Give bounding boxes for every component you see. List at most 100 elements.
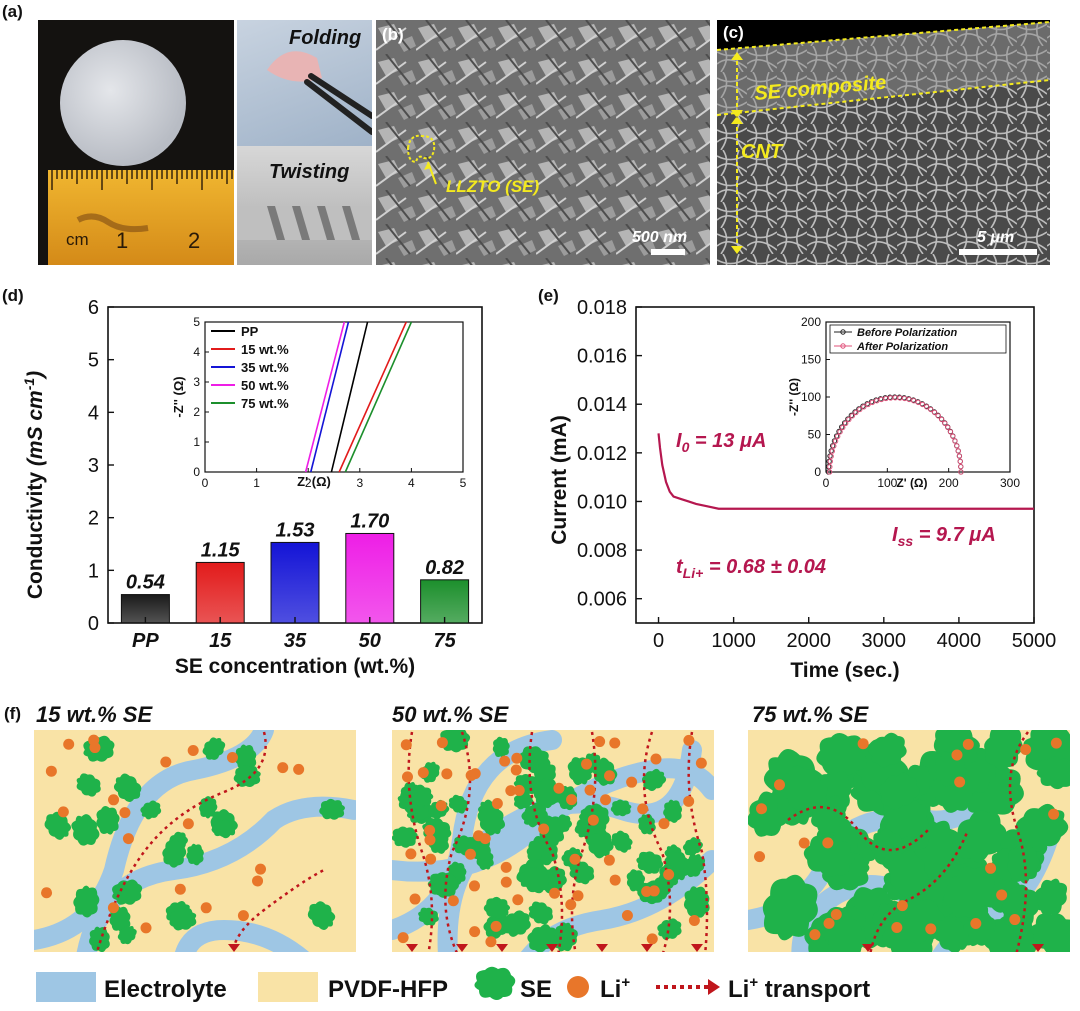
e-inset-point: [843, 420, 849, 427]
li-transport-path: [528, 731, 564, 952]
li-ion: [119, 807, 131, 819]
li-ion: [985, 862, 997, 874]
li-ion: [45, 765, 57, 777]
electrolyte-channel: [76, 796, 356, 952]
transport-arrowhead: [862, 944, 874, 952]
se-particle: [1034, 878, 1068, 917]
panel-b-label: (b): [382, 25, 404, 44]
e-inset-point: [868, 399, 875, 405]
se-particle: [73, 885, 100, 918]
li-ion: [609, 874, 621, 886]
electrolyte-channel: [175, 919, 310, 952]
se-particle: [234, 744, 257, 771]
se-particle: [553, 922, 574, 943]
e-inset-legend-label: After Polarization: [856, 341, 948, 353]
e-y-tick-label: 0.008: [577, 540, 627, 562]
se-particle: [418, 907, 439, 926]
svg-text:Conductivity (mS cm-1): Conductivity (mS cm-1): [21, 371, 47, 599]
li-ion: [621, 909, 633, 921]
e-inset-point: [837, 429, 843, 435]
li-ion: [1048, 808, 1060, 820]
se-particle: [202, 737, 226, 760]
e-y-tick-label: 0.006: [577, 589, 627, 611]
legend-se: SE: [520, 976, 552, 1003]
li-ion: [511, 752, 523, 764]
se-particle: [879, 772, 920, 810]
d-bar-group: 0.82 75: [420, 557, 470, 652]
panel-e-label: (e): [538, 286, 559, 305]
se-particle: [117, 925, 137, 945]
e-inset-point: [832, 438, 839, 444]
se-particle: [406, 784, 434, 807]
d-bar-group: 1.53 35: [270, 519, 320, 652]
electrolyte-channel: [521, 850, 714, 952]
li-ion: [468, 880, 480, 892]
se-particle: [169, 908, 197, 931]
e-inset-point: [827, 469, 833, 475]
e-inset-legend-label: Before Polarization: [857, 327, 958, 339]
d-bar-group: 1.15 15: [195, 539, 245, 652]
se-particle: [682, 837, 703, 857]
e-inset-point: [942, 420, 948, 427]
se-particle: [483, 896, 511, 919]
li-ion: [658, 818, 670, 830]
li-ion: [1009, 914, 1021, 926]
li-ion: [1020, 744, 1032, 756]
li-ion: [663, 868, 675, 880]
d-inset-legend-label: 75 wt.%: [241, 396, 289, 411]
li-ion: [925, 923, 937, 935]
e-inset-point: [857, 406, 863, 413]
e-x-tick-label: 5000: [1012, 630, 1057, 652]
li-ion: [424, 834, 436, 846]
legend-li-icon: [567, 976, 589, 998]
li-transport-path: [570, 731, 597, 952]
scale-bar-b: [651, 249, 685, 255]
se-particle: [636, 851, 664, 874]
li-ion: [510, 764, 522, 776]
d-y-tick-label: 6: [88, 297, 99, 319]
li-ion: [441, 768, 453, 780]
d-inset-series-line: [338, 321, 407, 473]
se-particle: [663, 799, 683, 823]
se-particle: [943, 866, 995, 918]
se-particle: [825, 912, 866, 952]
e-inset-point: [955, 448, 961, 454]
d-inset-frame: [204, 321, 464, 473]
e-inset-point: [924, 404, 930, 410]
li-ion: [626, 776, 638, 788]
e-inset-legend-marker: [840, 343, 846, 349]
li-ion: [603, 854, 615, 866]
se-particle: [199, 796, 218, 819]
li-ion: [499, 755, 511, 767]
li-ion: [500, 861, 512, 873]
transport-arrowhead: [228, 944, 240, 952]
li-ion: [491, 798, 503, 810]
se-particle: [816, 733, 869, 776]
e-inset-point: [919, 401, 926, 408]
schematic-15: [34, 730, 356, 952]
se-particle: [319, 798, 345, 820]
li-transport-path: [687, 731, 709, 952]
se-particle: [448, 794, 468, 814]
d-bar-group: 1.70 50: [345, 510, 395, 652]
li-ion: [108, 794, 120, 806]
se-particle: [533, 777, 559, 809]
e-series-line: [657, 433, 1034, 510]
se-particle: [492, 736, 510, 758]
li-transport-path: [407, 731, 434, 952]
e-inset-point: [828, 453, 834, 459]
li-ion: [63, 738, 75, 750]
e-inset-point: [853, 409, 859, 416]
e-inset-point: [954, 443, 960, 449]
folding-label: Folding: [289, 27, 361, 49]
se-particle: [430, 872, 458, 896]
li-ion: [822, 837, 834, 849]
se-particle: [611, 830, 633, 853]
sem-image-cross-section: (c) SE composite CNT 5 μm: [717, 20, 1050, 265]
se-particle: [962, 910, 996, 947]
ruler-unit: cm: [66, 230, 89, 249]
li-ion: [226, 751, 238, 763]
e-y-tick-label: 0.012: [577, 443, 627, 465]
se-particle: [585, 827, 614, 859]
li-ion: [107, 902, 119, 914]
